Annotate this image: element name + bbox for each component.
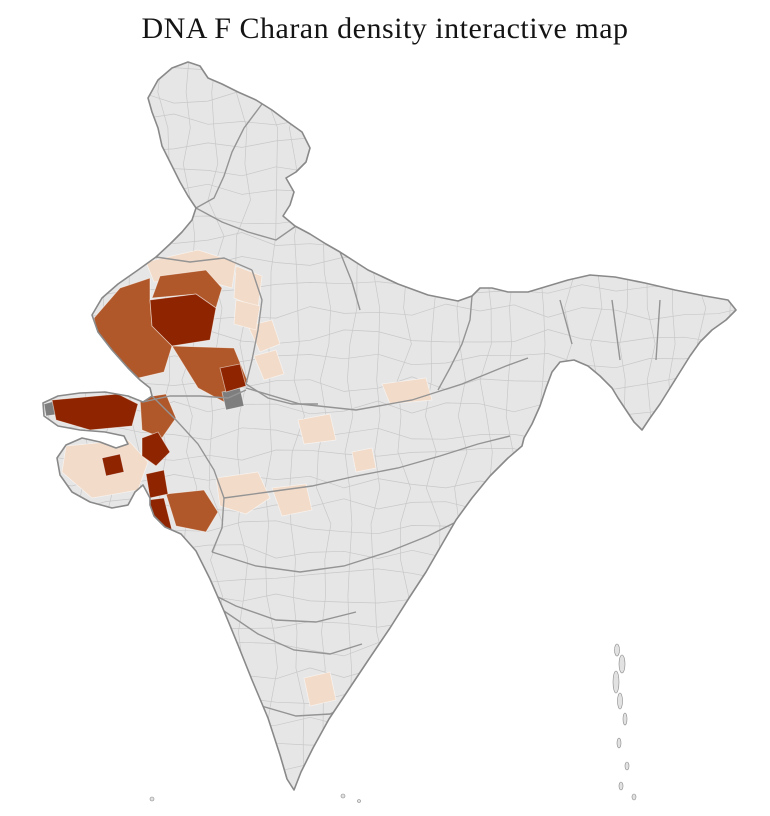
district-boundary-line <box>43 688 736 705</box>
island <box>340 793 346 799</box>
state-boundary-line <box>437 295 473 391</box>
district-boundary-line <box>43 137 736 153</box>
district-haryana-low-2[interactable] <box>253 349 285 381</box>
district-boundary-line <box>720 62 736 790</box>
district-boundary-line <box>73 62 90 790</box>
district-boundary-line <box>666 62 683 790</box>
island <box>618 654 626 674</box>
district-boundary-line <box>43 232 736 249</box>
state-boundary-line <box>245 269 263 385</box>
district-boundary-line <box>693 62 711 790</box>
island <box>622 712 628 726</box>
district-boundary-line <box>43 663 736 680</box>
island <box>612 670 620 694</box>
district-nodata-delhi-south[interactable] <box>221 387 245 411</box>
district-north-gujarat-high[interactable] <box>141 431 171 467</box>
island <box>631 793 637 801</box>
island <box>616 737 622 749</box>
district-south-gujarat-high[interactable] <box>145 469 169 499</box>
district-boundary-line <box>43 641 736 657</box>
district-north-gujarat-mid[interactable] <box>139 393 177 439</box>
district-boundary-line <box>640 62 656 790</box>
state-borders <box>142 103 661 717</box>
district-boundary-line <box>43 64 736 81</box>
district-boundary-line <box>99 62 116 790</box>
district-delhi-west-high[interactable] <box>219 363 247 393</box>
state-boundary-line <box>339 251 361 311</box>
state-boundary-line <box>655 299 661 361</box>
district-boundary-line <box>46 62 62 790</box>
district-kathiawar-high[interactable] <box>101 453 125 477</box>
district-boundary-line <box>43 786 736 790</box>
district-boundary-line <box>43 208 736 225</box>
island <box>357 799 361 803</box>
state-boundary-line <box>155 256 253 271</box>
district-boundary-line <box>43 760 736 776</box>
state-boundary-line <box>245 357 529 411</box>
district-nashik-mid[interactable] <box>165 489 219 533</box>
district-boundary-line <box>43 714 736 729</box>
district-madhya-pradesh-low-1[interactable] <box>215 471 271 515</box>
district-nodata-east[interactable] <box>517 443 551 467</box>
district-central-madhya-pradesh-low[interactable] <box>351 447 377 473</box>
state-boundary-line <box>211 521 457 573</box>
district-nagaur-high[interactable] <box>149 293 217 347</box>
page-title: DNA F Charan density interactive map <box>141 12 629 45</box>
island <box>614 643 620 657</box>
state-boundary-line <box>195 585 357 623</box>
state-boundary-line <box>142 389 247 403</box>
district-boundary-line <box>43 111 736 128</box>
district-boundary-line <box>43 160 736 177</box>
district-boundary-line <box>43 88 736 105</box>
district-madhya-pradesh-low-3[interactable] <box>297 413 337 445</box>
district-boundary-line <box>43 737 736 750</box>
district-boundary-line <box>587 62 603 790</box>
island <box>624 761 630 771</box>
district-karnataka-low[interactable] <box>303 671 337 707</box>
state-boundary-line <box>559 299 573 345</box>
state-boundary-line <box>151 395 225 553</box>
state-boundary-line <box>223 435 511 499</box>
state-boundary-line <box>611 299 621 361</box>
india-outline <box>42 61 737 791</box>
andaman-islands <box>149 643 637 803</box>
island <box>617 692 623 710</box>
island <box>618 781 624 791</box>
district-boundary-line <box>558 62 576 790</box>
district-boundary-line <box>43 183 736 200</box>
district-western-ghats-low[interactable] <box>165 551 197 617</box>
state-boundary-line <box>195 207 297 241</box>
district-boundary-line <box>263 62 278 790</box>
island <box>149 796 155 802</box>
india-base-shape <box>43 62 736 790</box>
district-madhya-pradesh-low-2[interactable] <box>271 483 313 517</box>
state-boundary-line <box>195 103 263 209</box>
district-boundary-line <box>533 62 548 790</box>
state-boundary-line <box>223 610 363 655</box>
district-rajasthan-east-low[interactable] <box>233 299 261 331</box>
